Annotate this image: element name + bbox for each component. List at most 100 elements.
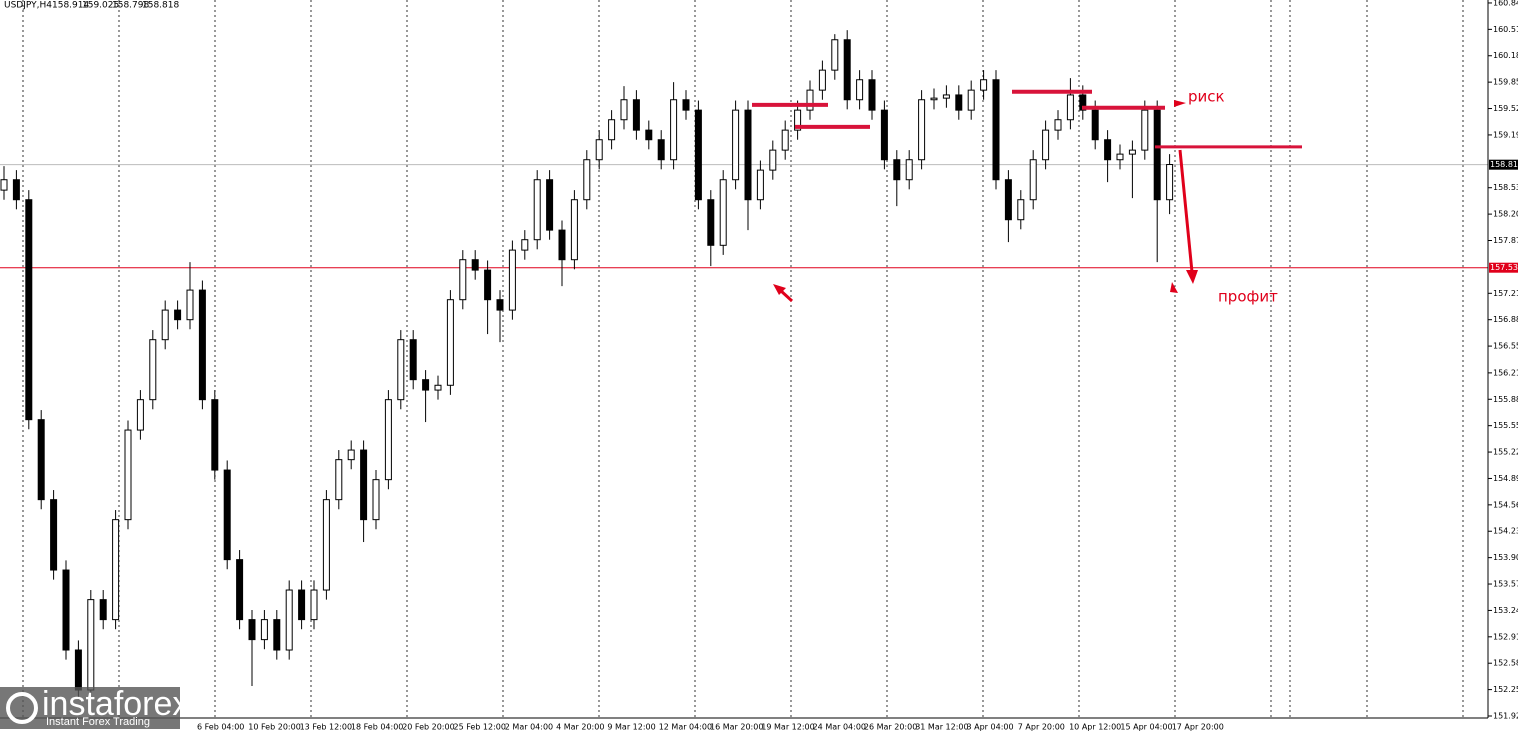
- x-tick-label: 6 Feb 04:00: [197, 723, 244, 732]
- candle-body: [682, 99, 690, 111]
- x-tick-label: 20 Feb 20:00: [402, 723, 454, 732]
- x-tick-label: 19 Mar 12:00: [761, 723, 814, 732]
- candle-body: [124, 429, 132, 521]
- header-value: 158.914: [52, 1, 89, 11]
- risk-label: риск: [1188, 88, 1225, 106]
- candle-body: [12, 179, 20, 201]
- watermark-box: [0, 687, 180, 729]
- candle-body: [186, 289, 194, 321]
- candle-body: [992, 79, 1000, 181]
- candle-body: [434, 384, 442, 391]
- candle-body: [37, 419, 45, 501]
- header-value: 158.798: [112, 1, 149, 11]
- y-tick-label: 160.840: [1493, 0, 1518, 7]
- candle-body: [831, 39, 839, 71]
- candle-body: [484, 269, 492, 301]
- candle-body: [1091, 109, 1099, 141]
- candle-body: [198, 289, 206, 401]
- candle-body: [769, 149, 777, 171]
- candle-body: [856, 79, 864, 101]
- candle-body: [707, 199, 715, 246]
- candle-body: [570, 199, 578, 261]
- candle-body: [409, 339, 417, 381]
- candle-body: [50, 499, 58, 571]
- y-tick-label: 153.905: [1493, 553, 1518, 562]
- candle-body: [471, 259, 479, 271]
- candle-body: [1017, 199, 1025, 221]
- candle-body: [843, 39, 851, 101]
- y-tick-label: 156.550: [1493, 342, 1518, 351]
- y-tick-label: 156.215: [1493, 368, 1518, 377]
- x-tick-label: 2 Mar 04:00: [505, 723, 553, 732]
- profit-label: профит: [1218, 288, 1278, 306]
- candle-body: [260, 619, 268, 641]
- y-tick-label: 159.520: [1493, 104, 1518, 113]
- candle-body: [0, 179, 8, 191]
- y-tick-label: 159.850: [1493, 78, 1518, 87]
- arrows: [773, 100, 1198, 303]
- candle-body: [1042, 129, 1050, 161]
- candle-body: [719, 179, 727, 246]
- candle-body: [1004, 179, 1012, 221]
- candle-body: [322, 499, 330, 591]
- candle-body: [1029, 159, 1037, 201]
- candle-body: [521, 239, 529, 251]
- x-tick-label: 10 Apr 12:00: [1069, 723, 1121, 732]
- y-tick-label: 155.885: [1493, 395, 1518, 404]
- candle-body: [942, 94, 950, 99]
- candle-body: [893, 159, 901, 181]
- candle-body: [211, 399, 219, 471]
- candle-body: [583, 159, 591, 201]
- x-tick-label: 18 Feb 04:00: [351, 723, 403, 732]
- candle-body: [149, 339, 157, 401]
- candle-body: [1128, 149, 1136, 155]
- y-tick-label: 152.585: [1493, 659, 1518, 668]
- candle-body: [781, 129, 789, 151]
- candle-body: [558, 229, 566, 261]
- x-tick-label: 31 Mar 12:00: [915, 723, 968, 732]
- x-tick-label: 9 Mar 12:00: [607, 723, 655, 732]
- candle-body: [87, 599, 95, 691]
- candle-body: [794, 109, 802, 131]
- candle-body: [632, 99, 640, 131]
- y-tick-label: 154.895: [1493, 474, 1518, 483]
- candle-body: [880, 109, 888, 161]
- candle-body: [112, 519, 120, 621]
- y-tick-label: 158.530: [1493, 183, 1518, 192]
- candle-body: [99, 599, 107, 621]
- candle-body: [335, 459, 343, 501]
- candle-body: [756, 169, 764, 201]
- arrowhead: [1186, 270, 1198, 284]
- candle-body: [62, 569, 70, 651]
- candle-body: [422, 379, 430, 391]
- candle-body: [1054, 119, 1062, 131]
- x-tick-label: 13 Feb 12:00: [300, 723, 352, 732]
- y-tick-label: 157.210: [1493, 289, 1518, 298]
- candle-body: [384, 399, 392, 481]
- candle-body: [955, 94, 963, 111]
- x-tick-label: 3 Apr 04:00: [967, 723, 1014, 732]
- y-tick-label: 156.880: [1493, 315, 1518, 324]
- y-tick-label: 153.575: [1493, 580, 1518, 589]
- current-price-box: [1489, 159, 1518, 170]
- candle-body: [608, 119, 616, 141]
- y-tick-label: 153.245: [1493, 606, 1518, 615]
- risk-arrowhead: [1174, 100, 1186, 107]
- support-price-label: 157.530: [1490, 263, 1518, 272]
- watermark: instaforex Instant Forex Trading: [0, 685, 189, 729]
- candle-body: [620, 99, 628, 121]
- candle-body: [496, 299, 504, 311]
- candle-body: [645, 129, 653, 141]
- candle-body: [446, 299, 454, 386]
- candle-body: [136, 399, 144, 431]
- candle-body: [868, 79, 876, 111]
- candle-body: [397, 339, 405, 401]
- plot: [0, 30, 1488, 700]
- x-tick-label: 15 Apr 04:00: [1120, 723, 1172, 732]
- x-tick-label: 4 Mar 20:00: [556, 723, 604, 732]
- x-tick-label: 25 Feb 12:00: [454, 723, 506, 732]
- candle-body: [930, 97, 938, 101]
- candle-body: [347, 449, 355, 461]
- candle-body: [818, 69, 826, 91]
